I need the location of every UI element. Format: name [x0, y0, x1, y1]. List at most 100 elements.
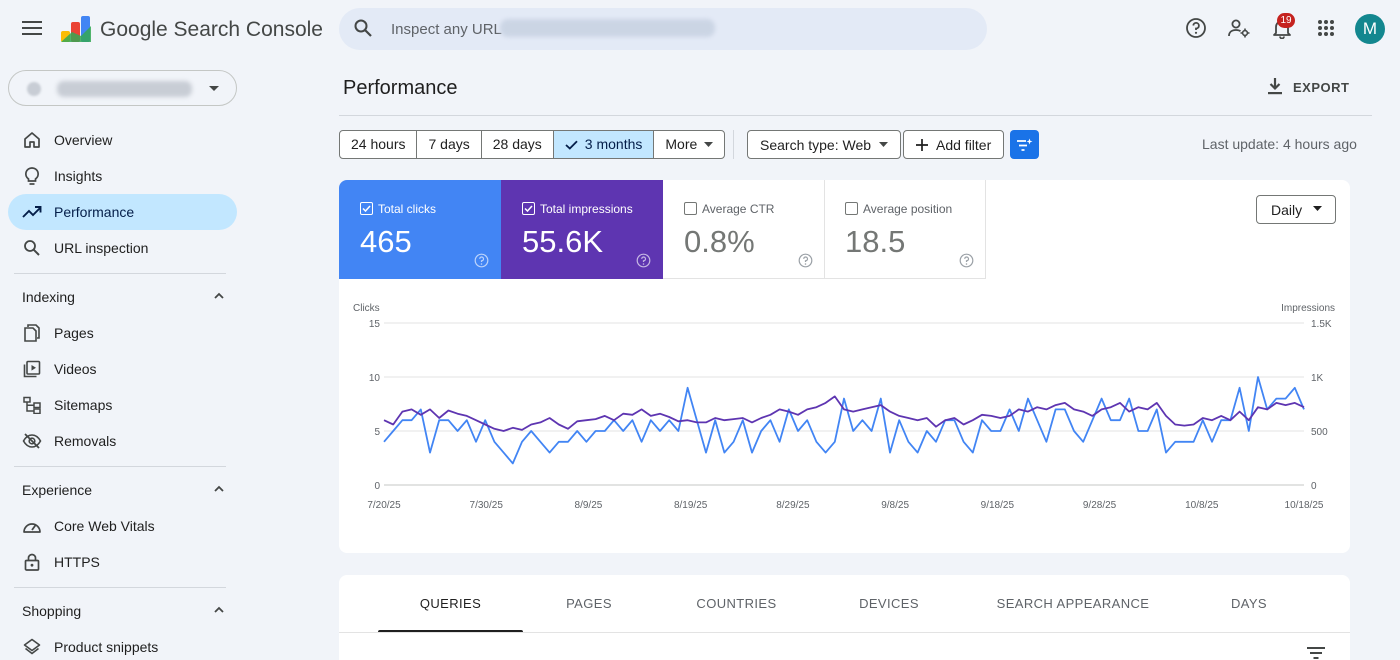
metric-total-clicks[interactable]: Total clicks 465 — [339, 180, 501, 279]
range-28-days[interactable]: 28 days — [482, 131, 554, 158]
last-update-text: Last update: 4 hours ago — [1202, 136, 1357, 152]
sidebar-item-label: Removals — [54, 433, 117, 449]
tab-countries[interactable]: COUNTRIES — [696, 596, 777, 611]
y-axis-title-right: Impressions — [1281, 303, 1335, 314]
apps-icon[interactable] — [1313, 15, 1339, 41]
metric-average-position[interactable]: Average position 18.5 — [824, 180, 986, 279]
granularity-select[interactable]: Daily — [1256, 195, 1336, 224]
x-tick-label: 7/20/25 — [367, 500, 401, 511]
lock-icon — [22, 552, 42, 572]
range-24-hours[interactable]: 24 hours — [340, 131, 418, 158]
dropdown-caret-icon — [209, 86, 219, 91]
x-tick-label: 8/19/25 — [674, 500, 708, 511]
dropdown-caret-icon — [879, 142, 889, 147]
sidebar-item-insights[interactable]: Insights — [8, 158, 237, 194]
property-selector[interactable] — [8, 70, 237, 106]
active-tab-indicator — [378, 630, 523, 633]
add-filter-label: Add filter — [936, 136, 992, 153]
tab-queries[interactable]: QUERIES — [419, 596, 482, 611]
y-tick-label-left: 15 — [369, 319, 381, 330]
help-icon[interactable] — [798, 253, 813, 268]
sidebar-item-label: Sitemaps — [54, 397, 113, 413]
chevron-up-icon — [214, 485, 224, 492]
property-favicon — [27, 82, 41, 96]
x-tick-label: 10/8/25 — [1185, 500, 1219, 511]
metric-label: Total impressions — [540, 202, 633, 216]
sidebar-item-sitemaps[interactable]: Sitemaps — [8, 387, 237, 423]
y-axis-title-left: Clicks — [353, 303, 380, 314]
sidebar-item-url-inspection[interactable]: URL inspection — [8, 230, 237, 266]
range-7-days[interactable]: 7 days — [417, 131, 482, 158]
range-label: 28 days — [492, 136, 542, 152]
sidebar-item-https[interactable]: HTTPS — [8, 544, 237, 580]
export-button[interactable]: EXPORT — [1258, 72, 1354, 102]
search-type-button[interactable]: Search type: Web — [747, 130, 902, 159]
sidebar-item-pages[interactable]: Pages — [8, 315, 237, 351]
export-label: EXPORT — [1293, 80, 1350, 95]
help-icon[interactable] — [474, 253, 489, 268]
redacted-property-name — [57, 81, 192, 97]
sidebar-item-overview[interactable]: Overview — [8, 122, 237, 158]
account-avatar[interactable]: M — [1355, 14, 1385, 44]
section-header-indexing[interactable]: Indexing — [8, 281, 237, 313]
sidebar-item-product-snippets[interactable]: Product snippets — [8, 629, 237, 660]
checkbox-unchecked-icon — [684, 202, 697, 215]
checkbox-checked-icon — [522, 202, 535, 215]
filter-list-icon[interactable] — [1306, 646, 1326, 660]
section-header-shopping[interactable]: Shopping — [8, 595, 237, 627]
tab-days[interactable]: DAYS — [1230, 596, 1268, 611]
granularity-label: Daily — [1271, 202, 1303, 218]
range-label: 3 months — [584, 136, 643, 152]
metric-average-ctr[interactable]: Average CTR 0.8% — [663, 180, 825, 279]
filter-sparkle-icon — [1017, 138, 1033, 151]
sidebar-item-label: Videos — [54, 361, 97, 377]
sidebar-item-removals[interactable]: Removals — [8, 423, 237, 459]
check-icon — [565, 140, 578, 150]
speed-icon — [22, 516, 42, 536]
pages-icon — [22, 323, 42, 343]
performance-chart-card: Total clicks 465 Total impressions 55.6K… — [339, 180, 1350, 553]
x-tick-label: 9/8/25 — [881, 500, 909, 511]
search-console-logo-icon[interactable] — [60, 14, 92, 44]
search-icon[interactable] — [353, 18, 373, 43]
help-icon[interactable] — [1183, 15, 1209, 41]
section-header-experience[interactable]: Experience — [8, 474, 237, 506]
notification-count-badge: 19 — [1277, 13, 1295, 28]
x-tick-label: 8/29/25 — [776, 500, 810, 511]
performance-line-chart[interactable]: 15 1.5K 10 1K 5 500 0 0 Clicks Impressions 7/20/25… — [339, 279, 1350, 553]
x-tick-label: 7/30/25 — [470, 500, 504, 511]
layers-icon — [22, 637, 42, 657]
x-tick-label: 9/28/25 — [1083, 500, 1117, 511]
visibility-off-icon — [22, 431, 42, 451]
page-title: Performance — [343, 77, 458, 99]
sidebar-item-label: Insights — [54, 168, 103, 184]
compare-filter-button[interactable] — [1010, 130, 1039, 159]
sidebar-item-performance[interactable]: Performance — [8, 194, 237, 230]
tab-pages[interactable]: PAGES — [566, 596, 612, 611]
y-tick-label-right: 1K — [1311, 373, 1324, 384]
trending-up-icon — [22, 202, 42, 222]
sidebar-item-label: Overview — [54, 132, 113, 148]
sidebar-item-videos[interactable]: Videos — [8, 351, 237, 387]
tab-devices[interactable]: DEVICES — [859, 596, 919, 611]
plus-icon — [916, 138, 928, 151]
tab-search-appearance[interactable]: SEARCH APPEARANCE — [996, 596, 1150, 611]
series-line-impressions — [383, 395, 1305, 432]
help-icon[interactable] — [959, 253, 974, 268]
range-3-months[interactable]: 3 months — [553, 131, 655, 158]
sidebar-item-label: URL inspection — [54, 240, 149, 256]
metric-value: 465 — [360, 224, 412, 259]
menu-icon[interactable] — [18, 14, 46, 42]
manage-users-icon[interactable] — [1226, 15, 1252, 41]
help-icon[interactable] — [636, 253, 651, 268]
tabs-divider — [339, 632, 1350, 633]
sidebar-item-label: Performance — [54, 204, 135, 220]
range-label: 7 days — [428, 136, 470, 152]
checkbox-unchecked-icon — [845, 202, 858, 215]
sidebar-item-core-web-vitals[interactable]: Core Web Vitals — [8, 508, 237, 544]
add-filter-button[interactable]: Add filter — [903, 130, 1005, 159]
metric-total-impressions[interactable]: Total impressions 55.6K — [501, 180, 663, 279]
range-more[interactable]: More — [654, 131, 724, 158]
sidebar-divider — [14, 587, 226, 588]
metric-label: Average CTR — [702, 202, 775, 216]
